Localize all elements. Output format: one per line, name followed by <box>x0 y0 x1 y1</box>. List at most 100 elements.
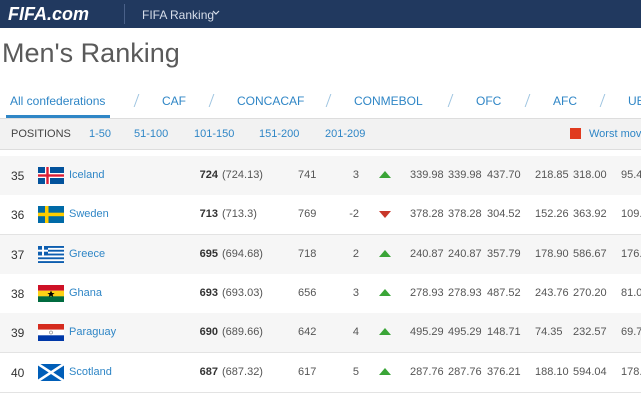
tab[interactable]: CONCACAF <box>237 94 305 108</box>
trend-arrow <box>379 171 391 178</box>
trend-arrow <box>379 367 391 375</box>
score: 357.79 <box>487 247 521 260</box>
score: 287.76 <box>410 365 444 378</box>
table-row: 38 Ghana 693 (693.03) 656 3 278.93 278.93 487.52… <box>0 273 641 314</box>
score: 318.00 <box>573 169 607 181</box>
trend-arrow <box>379 288 391 296</box>
logo[interactable]: FIFA.com <box>8 4 90 24</box>
range-link[interactable]: 201-209 <box>325 128 366 140</box>
flag <box>38 167 64 184</box>
ranking-table: 35 Iceland 724 (724.13) 741 3 339.98 339.98 437.… <box>0 156 641 400</box>
range-link[interactable]: 151-200 <box>259 128 300 140</box>
range-link[interactable]: 1-50 <box>89 128 112 140</box>
tab[interactable]: AFC <box>553 94 577 108</box>
chevron <box>212 10 220 15</box>
tab[interactable]: CONMEBOL <box>354 94 423 108</box>
score: 278.93 <box>410 286 444 299</box>
points-exact: (693.03) <box>222 286 263 299</box>
trend-arrow <box>379 328 391 336</box>
tab-separator <box>208 94 215 107</box>
range-link[interactable]: 101-150 <box>194 128 235 140</box>
country-link[interactable]: Scotland <box>69 365 112 378</box>
tab[interactable]: All confederations <box>10 94 106 108</box>
rank-change: 3 <box>352 286 359 299</box>
points: 695 <box>199 247 218 260</box>
section-menu[interactable]: FIFA Ranking <box>142 8 215 22</box>
table-row: 39 Paraguay 690 (689.66) 642 4 495.29 495.29 148… <box>0 313 641 354</box>
tab-separator <box>524 94 531 107</box>
rank: 36 <box>11 208 25 223</box>
legend-label[interactable]: Worst movers <box>589 128 641 140</box>
score: 363.92 <box>573 208 607 221</box>
range-link[interactable]: 51-100 <box>134 128 169 140</box>
score: 287.76 <box>448 365 482 378</box>
score: 339.98 <box>448 169 482 181</box>
rank-change: 5 <box>352 365 359 378</box>
score: 152.26 <box>535 208 569 221</box>
positions-bar: POSITIONS 1-50 51-100 101-150 151-200 201-209… <box>0 119 641 150</box>
tab-separator <box>447 94 454 107</box>
rank: 35 <box>11 169 25 183</box>
previous-points: 617 <box>298 365 317 378</box>
score: 232.57 <box>573 326 607 339</box>
rank-change: 4 <box>352 326 359 339</box>
rank: 39 <box>11 326 25 341</box>
score: 304.52 <box>487 208 521 221</box>
trend-arrow <box>379 249 391 257</box>
table-row: 36 Sweden 713 (713.3) 769 -2 378.28 378.28 304.5… <box>0 195 641 236</box>
table-row: 35 Iceland 724 (724.13) 741 3 339.98 339.98 437.… <box>0 156 641 196</box>
score: 243.76 <box>535 286 569 299</box>
score: 109.1 <box>621 208 641 221</box>
tabs: All confederations CAF CONCACAF CONMEBOL OFC… <box>0 88 641 119</box>
tab[interactable]: OFC <box>476 94 502 108</box>
table-row: 37 Greece 695 (694.68) 718 2 240.87 240.87 357.7… <box>0 234 641 275</box>
score: 495.29 <box>448 326 482 339</box>
score: 188.10 <box>535 365 569 378</box>
divider <box>124 4 125 24</box>
score: 240.87 <box>410 247 444 260</box>
rank: 37 <box>11 247 25 262</box>
previous-points: 769 <box>298 208 317 221</box>
previous-points: 741 <box>298 169 317 181</box>
tab-separator <box>133 94 140 107</box>
flag <box>38 363 64 381</box>
points-exact: (687.32) <box>222 365 263 378</box>
score: 487.52 <box>487 286 521 299</box>
country-link[interactable]: Sweden <box>69 208 109 221</box>
top-bar <box>0 0 641 28</box>
country-link[interactable]: Iceland <box>69 169 105 181</box>
score: 74.35 <box>535 326 563 339</box>
page-title: Men's Ranking <box>2 38 180 68</box>
flag <box>38 206 64 224</box>
points: 687 <box>199 365 218 378</box>
positions-label: POSITIONS <box>11 128 71 140</box>
points: 724 <box>199 169 218 181</box>
country-link[interactable]: Paraguay <box>69 326 117 339</box>
score: 81.0 <box>621 286 641 299</box>
score: 218.85 <box>535 169 569 181</box>
score: 95.4 <box>621 169 641 181</box>
active-underline <box>6 115 110 118</box>
score: 594.04 <box>573 365 607 378</box>
country-link[interactable]: Ghana <box>69 286 103 299</box>
score: 176.0 <box>621 247 641 260</box>
points: 690 <box>199 326 218 339</box>
score: 69.7 <box>621 326 641 339</box>
table-row: 40 Scotland 687 (687.32) 617 5 287.76 287.76 376… <box>0 352 641 393</box>
points: 713 <box>199 208 218 221</box>
rank-change: 3 <box>352 169 359 181</box>
score: 586.67 <box>573 247 607 260</box>
score: 378.28 <box>448 208 482 221</box>
country-link[interactable]: Greece <box>69 247 106 260</box>
score: 339.98 <box>410 169 444 181</box>
rank: 40 <box>11 365 25 380</box>
legend-swatch <box>570 128 581 139</box>
score: 240.87 <box>448 247 482 260</box>
points-exact: (694.68) <box>222 247 263 260</box>
tab[interactable]: UEFA <box>628 94 641 108</box>
tab[interactable]: CAF <box>162 94 186 108</box>
flag <box>38 284 64 302</box>
tab-separator <box>599 94 606 107</box>
rank-change: -2 <box>349 208 359 221</box>
previous-points: 718 <box>298 247 317 260</box>
